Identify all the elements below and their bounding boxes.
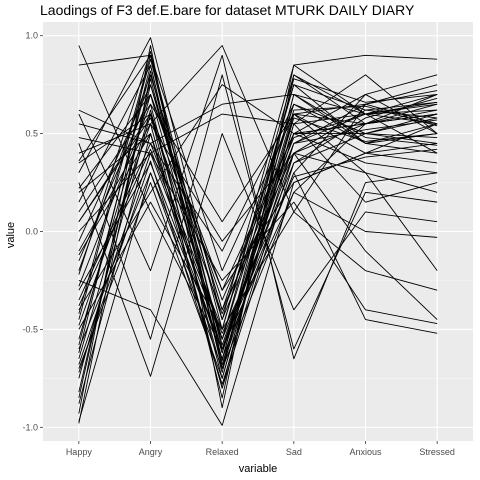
series-line [78, 78, 438, 399]
x-tick-label: Anxious [349, 447, 382, 457]
series-line [78, 123, 438, 379]
series-line [78, 93, 438, 291]
series-line [78, 103, 438, 252]
series-line [78, 70, 438, 366]
series-line [78, 101, 438, 315]
series-lines [78, 37, 438, 426]
y-tick-label: 0.0 [25, 227, 38, 237]
series-line [78, 37, 438, 321]
x-tick-label: Angry [139, 447, 163, 457]
series-line [78, 54, 438, 360]
series-line [78, 201, 438, 330]
y-tick-label: 0.5 [25, 129, 38, 139]
series-line [78, 109, 438, 385]
x-axis-title: variable [239, 463, 278, 475]
series-line [78, 152, 438, 426]
series-line [78, 93, 438, 373]
y-axis: -1.0 -0.5 0.0 0.5 1.0 [22, 31, 43, 432]
series-line [78, 58, 438, 346]
series-line [78, 133, 438, 377]
x-tick-label: Stressed [419, 447, 455, 457]
series-line [78, 97, 438, 389]
x-tick-label: Happy [66, 447, 93, 457]
series-line [78, 45, 438, 414]
series-line [78, 123, 438, 320]
x-tick-label: Sad [286, 447, 302, 457]
x-axis: Happy Angry Relaxed Sad Anxious Stressed [66, 441, 455, 457]
y-tick-label: -0.5 [22, 324, 38, 334]
y-tick-label: -1.0 [22, 422, 38, 432]
series-line [78, 162, 438, 350]
series-line [78, 50, 438, 362]
chart-title: Laodings of F3 def.E.bare for dataset MT… [40, 2, 415, 18]
y-axis-title: value [5, 222, 17, 248]
series-line [78, 74, 438, 311]
series-line [78, 172, 438, 370]
y-tick-label: 1.0 [25, 31, 38, 41]
x-tick-label: Relaxed [206, 447, 239, 457]
series-line [78, 148, 438, 334]
